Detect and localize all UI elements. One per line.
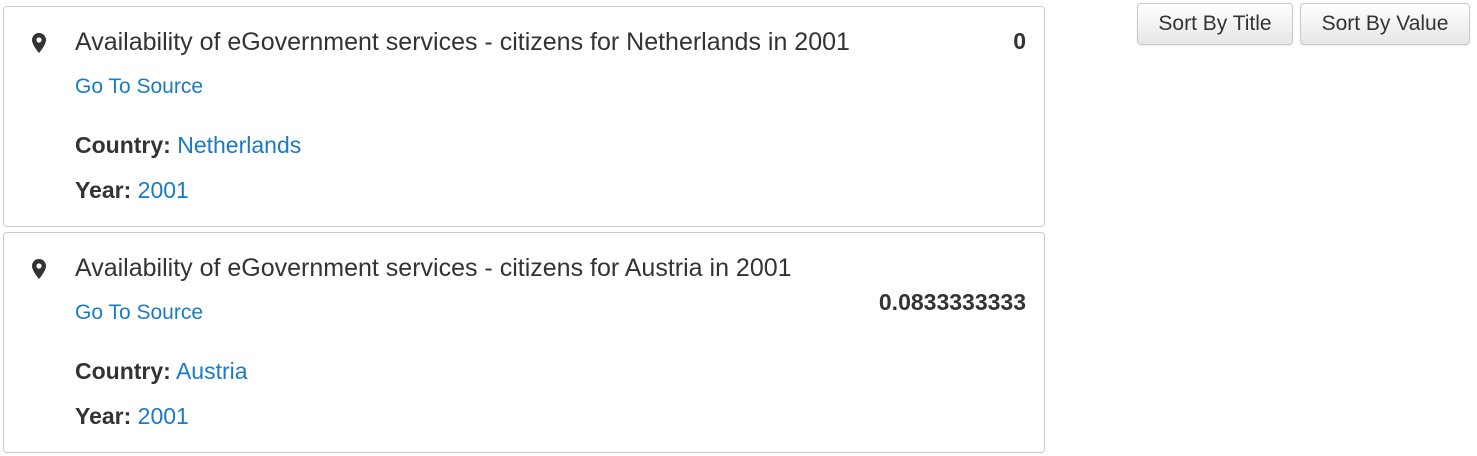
- country-link[interactable]: Austria: [175, 358, 248, 384]
- year-label: Year:: [75, 177, 132, 203]
- go-to-source-link[interactable]: Go To Source: [75, 75, 204, 98]
- country-label: Country:: [75, 358, 171, 384]
- results-list: Availability of eGovernment services - c…: [3, 6, 1045, 456]
- result-card: Availability of eGovernment services - c…: [3, 232, 1045, 453]
- go-to-source-link[interactable]: Go To Source: [75, 301, 204, 324]
- sort-by-title-button[interactable]: Sort By Title: [1137, 3, 1293, 45]
- year-link[interactable]: 2001: [137, 177, 189, 203]
- country-field: Country: Austria: [75, 358, 248, 385]
- year-link[interactable]: 2001: [137, 403, 189, 429]
- year-field: Year: 2001: [75, 403, 189, 430]
- year-field: Year: 2001: [75, 177, 189, 204]
- country-link[interactable]: Netherlands: [177, 132, 302, 158]
- country-label: Country:: [75, 132, 171, 158]
- result-card: Availability of eGovernment services - c…: [3, 6, 1045, 227]
- map-marker-icon: [32, 259, 46, 279]
- result-value: 0.0833333333: [878, 289, 1026, 315]
- map-marker-icon: [32, 33, 46, 53]
- result-value: 0: [1013, 28, 1026, 54]
- sort-toolbar: Sort By Title Sort By Value: [1137, 3, 1470, 45]
- sort-by-value-button[interactable]: Sort By Value: [1300, 3, 1470, 45]
- result-title: Availability of eGovernment services - c…: [75, 254, 792, 282]
- year-label: Year:: [75, 403, 132, 429]
- country-field: Country: Netherlands: [75, 132, 301, 159]
- result-title: Availability of eGovernment services - c…: [75, 28, 850, 56]
